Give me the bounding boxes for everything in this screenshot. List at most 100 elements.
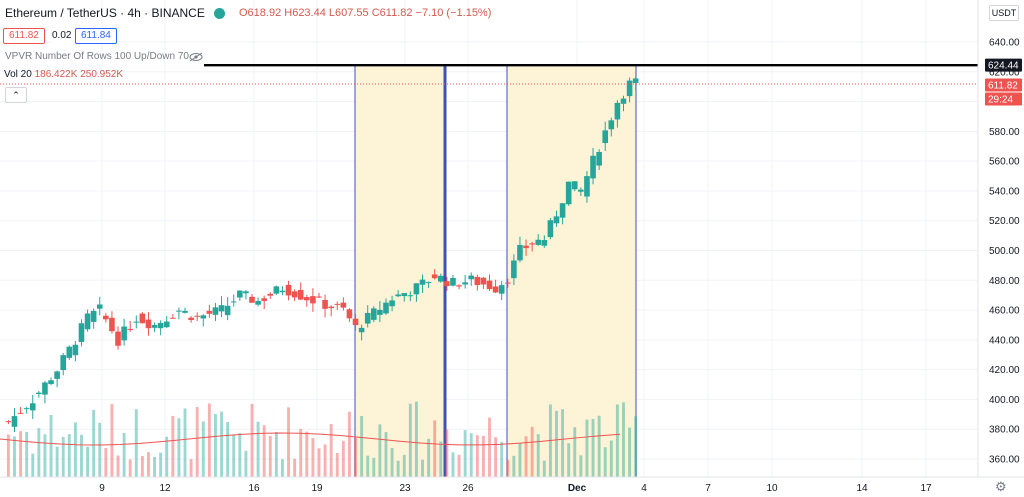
- time-tick-label: 23: [399, 483, 411, 494]
- volume-bar: [287, 407, 290, 477]
- candle-body: [170, 317, 176, 319]
- volume-bar: [555, 410, 558, 477]
- candle-body: [340, 302, 347, 308]
- currency-button[interactable]: USDT: [989, 5, 1019, 21]
- candle-body: [620, 98, 627, 104]
- last-price-label-bg: [985, 78, 1022, 92]
- volume-bar: [390, 448, 394, 477]
- hide-eye-icon[interactable]: [189, 52, 203, 62]
- volume-bar: [512, 455, 516, 477]
- candle-body: [127, 328, 133, 330]
- candle-body: [54, 371, 60, 379]
- candle-body: [371, 308, 377, 320]
- price-tick-label: 380.00: [989, 425, 1020, 436]
- sell-price-button[interactable]: 611.82: [3, 28, 45, 44]
- candle-body: [541, 240, 548, 246]
- volume-bar: [201, 421, 205, 477]
- volume-bar: [98, 422, 102, 477]
- volume-bar: [171, 415, 175, 477]
- price-tick-label: 640.00: [989, 38, 1020, 49]
- volume-bar: [457, 454, 461, 477]
- last-price-label: 611.82: [988, 80, 1018, 91]
- volume-indicator-label[interactable]: Vol 20 186.422K 250.952K: [4, 69, 123, 80]
- volume-bar: [67, 434, 71, 477]
- candle-body: [249, 296, 255, 303]
- candle-body: [237, 290, 243, 298]
- volume-bar: [335, 452, 339, 477]
- candle-body: [273, 286, 280, 294]
- volume-bar: [299, 428, 303, 477]
- volume-bar: [55, 446, 59, 477]
- candle-body: [96, 304, 103, 309]
- vpvr-indicator-label[interactable]: VPVR Number Of Rows 100 Up/Down 70: [5, 51, 189, 62]
- volume-bar: [177, 418, 181, 477]
- candle-body: [358, 327, 365, 333]
- candle-body: [267, 293, 274, 296]
- candle-body: [243, 291, 249, 294]
- volume-bar: [360, 416, 364, 477]
- candle-body: [553, 216, 560, 224]
- volume-bar: [567, 443, 571, 477]
- candle-body: [60, 355, 67, 370]
- candle-body: [584, 176, 590, 197]
- candle-body: [310, 296, 316, 304]
- volume-bar: [396, 460, 400, 477]
- volume-bar: [500, 441, 504, 477]
- volume-bar: [25, 431, 29, 477]
- volume-bar: [414, 401, 418, 477]
- candle-body: [444, 281, 450, 287]
- candle-body: [407, 295, 414, 297]
- volume-bar: [6, 434, 10, 477]
- volume-bar: [561, 409, 565, 477]
- collapse-indicators-button[interactable]: ⌃: [5, 87, 27, 103]
- volume-bar: [317, 448, 321, 477]
- volume-bar: [445, 429, 449, 477]
- volume-bar: [147, 452, 150, 477]
- volume-bar: [281, 459, 284, 477]
- buy-price-button[interactable]: 611.84: [75, 28, 117, 44]
- volume-bar: [19, 431, 23, 477]
- volume-bar: [104, 448, 108, 477]
- volume-bar: [244, 450, 248, 477]
- candle-body: [11, 416, 18, 427]
- market-status-icon: [214, 8, 225, 19]
- time-tick-label: 26: [462, 483, 474, 494]
- volume-bar: [207, 403, 211, 477]
- candle-body: [535, 239, 542, 245]
- horizontal-line-label-bg: [985, 58, 1022, 72]
- candle-body: [596, 152, 602, 166]
- candle-body: [437, 275, 444, 282]
- candle-body: [602, 130, 609, 144]
- volume-bar: [195, 407, 199, 477]
- highlight-zone: [355, 65, 444, 477]
- symbol-title[interactable]: Ethereum / TetherUS · 4h · BINANCE: [5, 6, 205, 20]
- candle-body: [188, 317, 194, 321]
- volume-bar: [80, 434, 83, 477]
- volume-bar: [506, 459, 510, 477]
- volume-bar: [189, 459, 193, 477]
- volume-bar: [305, 431, 309, 477]
- time-tick-label: 12: [159, 483, 171, 494]
- candle-body: [401, 293, 408, 297]
- volume-bar: [536, 434, 540, 477]
- candle-body: [139, 313, 146, 324]
- candle-body: [121, 326, 127, 341]
- volume-title: Vol 20: [4, 69, 32, 80]
- highlight-zone-border: [444, 64, 447, 478]
- price-tick-label: 420.00: [989, 365, 1020, 376]
- candle-body: [571, 181, 578, 190]
- candle-body: [608, 120, 615, 130]
- settings-gear-icon[interactable]: ⚙: [995, 479, 1007, 494]
- candle-body: [157, 322, 164, 329]
- volume-bar: [128, 459, 132, 477]
- volume-bar: [475, 435, 479, 477]
- volume-bar: [159, 452, 163, 477]
- candle-body: [352, 318, 359, 326]
- volume-bar: [329, 424, 333, 477]
- volume-bar: [110, 404, 114, 477]
- candle-body: [90, 310, 97, 322]
- candle-body: [72, 344, 79, 356]
- candle-body: [419, 279, 426, 285]
- volume-bar: [122, 432, 126, 477]
